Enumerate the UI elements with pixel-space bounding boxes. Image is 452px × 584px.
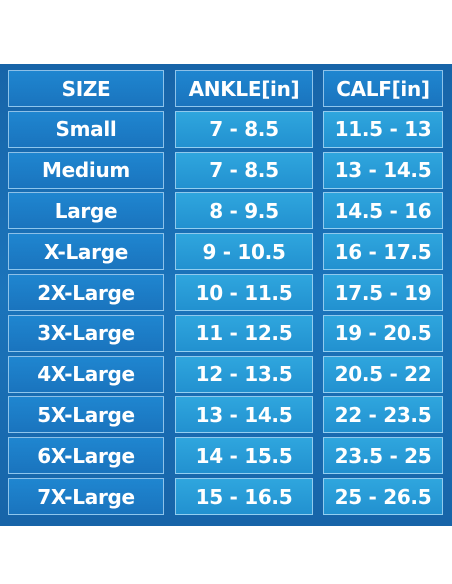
measure-cell: 13 - 14.5 bbox=[323, 151, 443, 189]
size-cell: 5X-Large bbox=[8, 396, 164, 434]
measure-cell: 16 - 17.5 bbox=[323, 233, 443, 271]
measure-cell: 17.5 - 19 bbox=[323, 274, 443, 311]
size-cell: Small bbox=[8, 110, 164, 148]
size-cell: Large bbox=[8, 192, 164, 230]
measure-cell: 9 - 10.5 bbox=[175, 233, 313, 271]
size-cell: 6X-Large bbox=[8, 437, 164, 475]
measure-cell: 14.5 - 16 bbox=[323, 192, 443, 230]
size-cell: 2X-Large bbox=[8, 274, 164, 311]
measure-cell: 7 - 8.5 bbox=[175, 110, 313, 148]
measure-cell: 8 - 9.5 bbox=[175, 192, 313, 230]
measure-cell: 22 - 23.5 bbox=[323, 396, 443, 434]
measure-cell: 10 - 11.5 bbox=[175, 274, 313, 311]
measure-cell: 15 - 16.5 bbox=[175, 478, 313, 515]
size-cell: Medium bbox=[8, 151, 164, 189]
size-cell: 3X-Large bbox=[8, 314, 164, 352]
measure-cell: 11.5 - 13 bbox=[323, 110, 443, 148]
measure-cell: 7 - 8.5 bbox=[175, 151, 313, 189]
measure-cell: 19 - 20.5 bbox=[323, 314, 443, 352]
header-cell: SIZE bbox=[8, 70, 164, 107]
size-cell: 4X-Large bbox=[8, 355, 164, 393]
measure-cell: 11 - 12.5 bbox=[175, 314, 313, 352]
measure-cell: 20.5 - 22 bbox=[323, 355, 443, 393]
measure-cell: 25 - 26.5 bbox=[323, 478, 443, 515]
measure-cell: 23.5 - 25 bbox=[323, 437, 443, 475]
size-cell: X-Large bbox=[8, 233, 164, 271]
header-cell: ANKLE[in] bbox=[175, 70, 313, 107]
header-cell: CALF[in] bbox=[323, 70, 443, 107]
measure-cell: 14 - 15.5 bbox=[175, 437, 313, 475]
size-chart: SIZE ANKLE[in] CALF[in] Small 7 - 8.5 11.5 - … bbox=[0, 64, 452, 526]
measure-cell: 12 - 13.5 bbox=[175, 355, 313, 393]
size-cell: 7X-Large bbox=[8, 478, 164, 515]
measure-cell: 13 - 14.5 bbox=[175, 396, 313, 434]
